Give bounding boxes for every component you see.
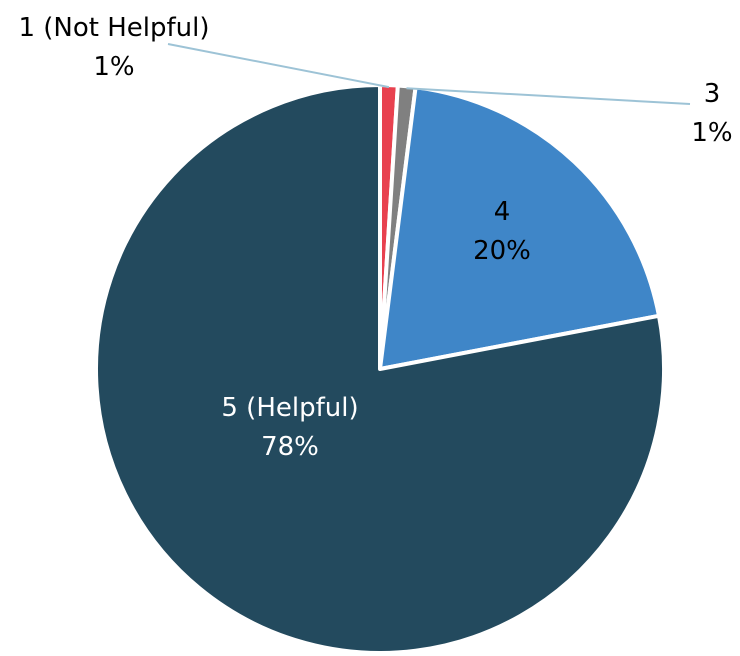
- slice-value-label-1-not-helpful: 1%: [93, 52, 134, 82]
- slice-value-label-4: 20%: [473, 236, 531, 266]
- leader-line-1-not-helpful: [167, 43, 390, 89]
- pie-slice-4: [378, 85, 661, 371]
- slice-label-3: 3: [704, 79, 721, 109]
- slice-value-label-3: 1%: [691, 118, 732, 148]
- slice-label-5-helpful: 5 (Helpful): [221, 393, 358, 423]
- leader-lines-layer: [167, 43, 691, 105]
- slice-label-1-not-helpful: 1 (Not Helpful): [18, 13, 209, 43]
- labels-layer: 1 (Not Helpful) 1% 3 1% 4 20% 5 (Helpful) 78%: [18, 13, 732, 462]
- pie-slice-5-helpful: [94, 83, 666, 655]
- leader-line-3: [406, 87, 691, 105]
- slice-value-label-5-helpful: 78%: [261, 432, 319, 462]
- slice-label-4: 4: [494, 197, 511, 227]
- slices-layer: [94, 83, 666, 655]
